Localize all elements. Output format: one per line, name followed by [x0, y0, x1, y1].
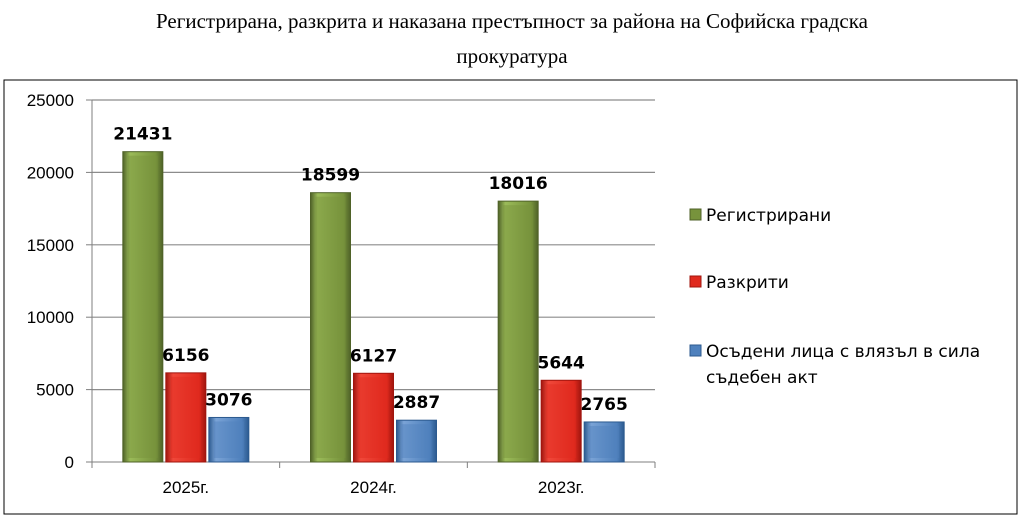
chart-border: [3, 79, 1018, 515]
bar: [122, 151, 164, 463]
y-tick-label: 20000: [27, 163, 74, 182]
y-tick-label: 10000: [27, 308, 74, 327]
bar: [396, 419, 437, 463]
y-tick-label: 0: [65, 453, 74, 472]
bar-bevel: [315, 196, 346, 459]
x-tick-label: 2023г.: [538, 478, 585, 497]
data-label: 2765: [581, 395, 628, 415]
data-label: 18016: [489, 174, 548, 194]
bar-bevel: [401, 424, 432, 458]
y-tick-label: 25000: [27, 91, 74, 110]
data-label: 5644: [538, 353, 585, 373]
bar: [540, 379, 582, 463]
x-tick-label: 2024г.: [350, 478, 397, 497]
legend-label: Осъдени лица с влязъл в сила: [706, 342, 980, 362]
y-tick-label: 15000: [27, 236, 74, 255]
data-label: 6127: [350, 346, 397, 366]
chart-title-line-1: Регистрирана, разкрита и наказана престъ…: [156, 9, 869, 33]
data-label: 2887: [393, 393, 440, 413]
bar-bevel: [170, 376, 201, 458]
bar: [353, 372, 394, 463]
chart-title-line-2: прокуратура: [456, 44, 568, 68]
data-label: 3076: [205, 390, 252, 410]
legend: Регистрирани Разкрити Осъдени лица с влязъ…: [689, 206, 980, 388]
bar: [310, 192, 351, 463]
legend-label: съдебен акт: [706, 368, 818, 388]
bar: [165, 372, 207, 463]
legend-label: Разкрити: [706, 273, 789, 293]
bar-bevel: [127, 155, 158, 458]
bar-bevel: [213, 421, 244, 458]
bar-bevel: [503, 205, 534, 458]
bar-bevel: [358, 377, 389, 458]
bar-bevel: [546, 384, 577, 458]
legend-swatch: [689, 208, 702, 221]
bar: [497, 200, 539, 463]
bar: [208, 416, 250, 463]
data-label: 18599: [301, 166, 360, 186]
data-label: 21431: [113, 125, 172, 145]
legend-swatch: [689, 344, 702, 357]
bar: [583, 421, 625, 463]
y-tick-label: 5000: [36, 381, 74, 400]
bar-bevel: [589, 425, 620, 458]
legend-label: Регистрирани: [706, 206, 831, 226]
plot-area: 0 5000 10000 15000 20000 25000 21431 6156 3076 20…: [27, 91, 656, 497]
x-tick-label: 2025г.: [162, 478, 209, 497]
legend-swatch: [689, 275, 702, 288]
data-label: 6156: [162, 346, 209, 366]
